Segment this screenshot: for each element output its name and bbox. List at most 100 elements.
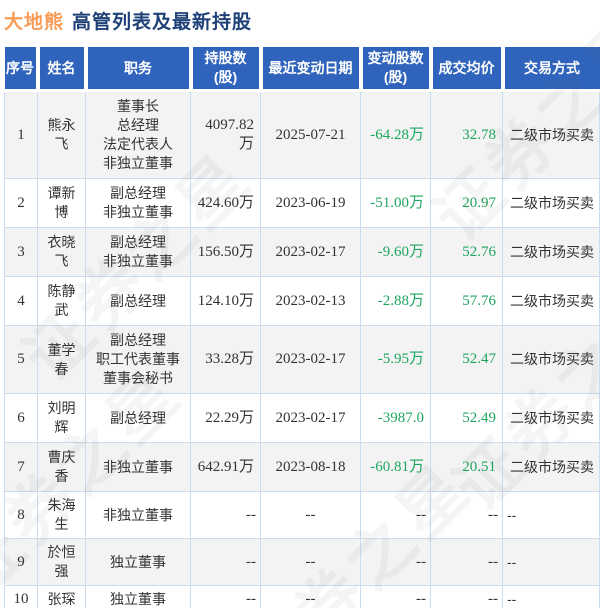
cell-name: 董学春 — [37, 325, 86, 394]
table-row: 8 朱海生 非独立董事 -- -- -- -- -- — [4, 491, 600, 539]
column-header-line: 职务 — [124, 59, 152, 76]
cell-avg-price: 20.51 — [430, 442, 503, 492]
position-line: 非独立董事 — [103, 253, 173, 269]
cell-shares: 33.28万 — [190, 325, 261, 394]
column-header-line: 变动股数 — [367, 50, 424, 66]
cell-change-shares: -9.60万 — [360, 227, 431, 277]
cell-change-date: 2023-02-17 — [260, 325, 361, 394]
cell-trade-method: -- — [502, 491, 600, 539]
cell-change-shares: -- — [360, 491, 431, 539]
cell-position: 董事长 总经理 法定代表人 非独立董事 — [85, 90, 191, 179]
cell-position: 副总经理 职工代表董事 董事会秘书 — [85, 325, 191, 394]
cell-shares: 642.91万 — [190, 442, 261, 492]
cell-avg-price: 52.49 — [430, 393, 503, 443]
column-header: 持股数 (股) — [188, 47, 261, 92]
table-row: 7 曹庆香 非独立董事 642.91万 2023-08-18 -60.81万 20.51 二级… — [4, 442, 600, 492]
cell-change-date: 2025-07-21 — [260, 90, 361, 179]
cell-serial: 7 — [4, 442, 38, 492]
table-row: 1 熊永飞 董事长 总经理 法定代表人 非独立董事 4097.82万 2025-07-21 -6… — [4, 90, 600, 179]
cell-serial: 4 — [4, 276, 38, 326]
cell-trade-method: -- — [502, 585, 600, 608]
cell-name: 熊永飞 — [37, 90, 86, 179]
cell-serial: 3 — [4, 227, 38, 277]
position-line: 非独立董事 — [103, 506, 173, 523]
cell-name: 衣晓飞 — [37, 227, 86, 277]
cell-name: 刘明辉 — [37, 393, 86, 443]
table-row: 4 陈静武 副总经理 124.10万 2023-02-13 -2.88万 57.76 二级市场… — [4, 276, 600, 326]
cell-change-shares: -64.28万 — [360, 90, 431, 179]
cell-change-date: -- — [260, 538, 361, 586]
column-header-line: 持股数 — [204, 50, 247, 66]
cell-change-shares: -- — [360, 585, 431, 608]
cell-name: 於恒强 — [37, 538, 86, 586]
table-row: 2 谭新博 副总经理 非独立董事 424.60万 2023-06-19 -51.00万 20.… — [4, 178, 600, 228]
cell-change-date: 2023-08-18 — [260, 442, 361, 492]
position-line: 副总经理 — [110, 292, 166, 309]
cell-change-shares: -3987.0 — [360, 393, 431, 443]
cell-serial: 6 — [4, 393, 38, 443]
cell-shares: 156.50万 — [190, 227, 261, 277]
cell-shares: 4097.82万 — [190, 90, 261, 179]
position-line: 非独立董事 — [103, 458, 173, 475]
cell-avg-price: 52.76 — [430, 227, 503, 277]
position-line: 非独立董事 — [103, 155, 173, 171]
column-header-line: (股) — [383, 69, 408, 85]
page-title: 大地熊 高管列表及最新持股 — [4, 7, 600, 34]
column-header-line: (股) — [213, 69, 238, 85]
position-line: 副总经理 — [110, 332, 166, 348]
cell-shares: -- — [190, 538, 261, 586]
stock-name: 大地熊 — [4, 12, 65, 33]
column-header: 最近变动日期 — [258, 47, 361, 92]
table-row: 10 张琛 独立董事 -- -- -- -- -- — [4, 585, 600, 608]
cell-shares: 424.60万 — [190, 178, 261, 228]
cell-avg-price: 20.97 — [430, 178, 503, 228]
column-header-line: 最近变动日期 — [268, 59, 353, 76]
table-row: 9 於恒强 独立董事 -- -- -- -- -- — [4, 538, 600, 586]
cell-trade-method: 二级市场买卖 — [502, 393, 600, 443]
cell-trade-method: 二级市场买卖 — [502, 227, 600, 277]
cell-position: 副总经理 — [85, 276, 191, 326]
cell-avg-price: 52.47 — [430, 325, 503, 394]
report-title: 高管列表及最新持股 — [72, 12, 253, 33]
position-line: 总经理 — [117, 117, 159, 133]
position-line: 副总经理 — [110, 185, 166, 201]
position-line: 副总经理 — [110, 409, 166, 426]
cell-shares: -- — [190, 491, 261, 539]
cell-position: 独立董事 — [85, 585, 191, 608]
cell-change-shares: -- — [360, 538, 431, 586]
column-header-line: 交易方式 — [524, 59, 580, 76]
table-row: 6 刘明辉 副总经理 22.29万 2023-02-17 -3987.0 52.49 二级市场… — [4, 393, 600, 443]
cell-avg-price: -- — [430, 585, 503, 608]
cell-serial: 10 — [4, 585, 38, 608]
cell-name: 朱海生 — [37, 491, 86, 539]
cell-shares: -- — [190, 585, 261, 608]
cell-change-shares: -5.95万 — [360, 325, 431, 394]
position-line: 独立董事 — [110, 591, 166, 607]
table-row: 3 衣晓飞 副总经理 非独立董事 156.50万 2023-02-17 -9.60万 52.7… — [4, 227, 600, 277]
column-header: 变动股数 (股) — [358, 47, 431, 92]
position-line: 法定代表人 — [103, 136, 173, 152]
cell-avg-price: -- — [430, 491, 503, 539]
cell-serial: 5 — [4, 325, 38, 394]
cell-name: 曹庆香 — [37, 442, 86, 492]
cell-change-shares: -2.88万 — [360, 276, 431, 326]
cell-change-shares: -60.81万 — [360, 442, 431, 492]
cell-position: 独立董事 — [85, 538, 191, 586]
cell-name: 谭新博 — [37, 178, 86, 228]
position-line: 副总经理 — [110, 234, 166, 250]
cell-avg-price: 32.78 — [430, 90, 503, 179]
cell-position: 非独立董事 — [85, 491, 191, 539]
cell-trade-method: 二级市场买卖 — [502, 442, 600, 492]
cell-trade-method: 二级市场买卖 — [502, 276, 600, 326]
cell-change-date: 2023-02-13 — [260, 276, 361, 326]
cell-serial: 9 — [4, 538, 38, 586]
cell-change-shares: -51.00万 — [360, 178, 431, 228]
cell-change-date: -- — [260, 585, 361, 608]
cell-avg-price: 57.76 — [430, 276, 503, 326]
column-header-line: 成交均价 — [438, 59, 495, 76]
column-header: 成交均价 — [428, 47, 503, 92]
table-row: 5 董学春 副总经理 职工代表董事 董事会秘书 33.28万 2023-02-17 -5.95… — [4, 325, 600, 394]
cell-trade-method: 二级市场买卖 — [502, 325, 600, 394]
cell-serial: 8 — [4, 491, 38, 539]
